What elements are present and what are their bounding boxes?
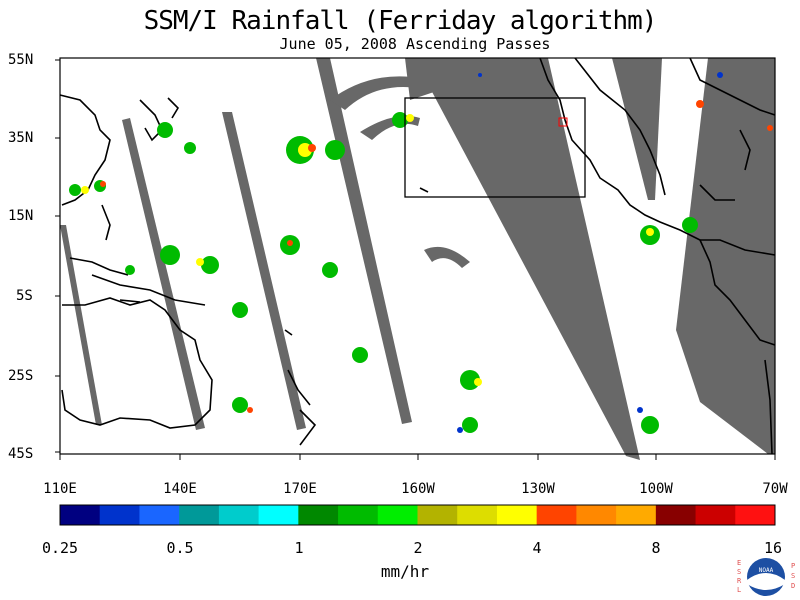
colorbar-swatch	[179, 505, 220, 525]
lat-label: 15N	[8, 208, 33, 224]
colorbar-swatch	[60, 505, 101, 525]
coastlines	[59, 57, 776, 455]
focus-marker	[558, 117, 568, 127]
rainfall-areas	[69, 72, 773, 434]
colorbar-swatch	[496, 505, 538, 525]
colorbar-swatch	[735, 505, 776, 525]
colorbar-label: 8	[651, 539, 660, 557]
colorbar-label: 4	[532, 539, 541, 557]
colorbar-swatch	[218, 505, 260, 525]
lat-label: 45S	[8, 446, 33, 462]
colorbar-swatch	[576, 505, 617, 525]
logo-left-letter: S	[737, 568, 741, 576]
colorbar-labels: 0.25 0.5 1 2 4 8 16	[42, 539, 782, 557]
colorbar-swatch	[417, 505, 458, 525]
colorbar-label: 2	[413, 539, 422, 557]
lon-label: 130W	[521, 481, 555, 497]
colorbar-swatch	[377, 505, 418, 525]
map-subtitle: June 05, 2008 Ascending Passes	[279, 35, 551, 53]
colorbar-swatch	[338, 505, 379, 525]
logo-right-letter: S	[791, 572, 795, 580]
colorbar-swatch	[655, 505, 697, 525]
colorbar-swatch	[258, 505, 299, 525]
colorbar	[59, 504, 776, 526]
focus-region-box	[404, 97, 586, 198]
logo-text: NOAA	[759, 567, 774, 574]
map-title: SSM/I Rainfall (Ferriday algorithm)	[143, 6, 658, 36]
lat-label: 5S	[16, 288, 33, 304]
colorbar-label: 0.5	[166, 539, 193, 557]
colorbar-label: 1	[294, 539, 303, 557]
lat-axis: 55N 35N 15N 5S 25S 45S	[8, 52, 33, 462]
logo-left-letter: E	[737, 559, 741, 567]
logo-right-letter: D	[791, 582, 795, 590]
colorbar-label: 0.25	[42, 539, 78, 557]
colorbar-label: 16	[764, 539, 782, 557]
colorbar-swatch	[616, 505, 657, 525]
logo-left-letter: L	[737, 586, 741, 594]
lon-axis: 110E 140E 170E 160W 130W 100W 70W	[43, 481, 788, 497]
lon-label: 100W	[639, 481, 673, 497]
colorbar-swatch	[298, 505, 339, 525]
map-panel	[59, 57, 776, 460]
logo-left-letter: R	[737, 577, 742, 585]
colorbar-swatch	[457, 505, 498, 525]
colorbar-swatch	[139, 505, 180, 525]
colorbar-units: mm/hr	[380, 562, 430, 581]
lon-label: 170E	[283, 481, 317, 497]
lon-label: 110E	[43, 481, 77, 497]
lat-label: 25S	[8, 368, 33, 384]
lon-label: 70W	[762, 481, 788, 497]
colorbar-swatch	[536, 505, 577, 525]
lon-label: 140E	[163, 481, 197, 497]
lat-label: 55N	[8, 52, 33, 68]
lat-label: 35N	[8, 130, 33, 146]
colorbar-swatch	[695, 505, 736, 525]
logo-right-letter: P	[791, 562, 795, 570]
noaa-logo: E S R L P S D NOAA	[737, 558, 795, 596]
lon-label: 160W	[401, 481, 435, 497]
colorbar-swatch	[99, 505, 140, 525]
